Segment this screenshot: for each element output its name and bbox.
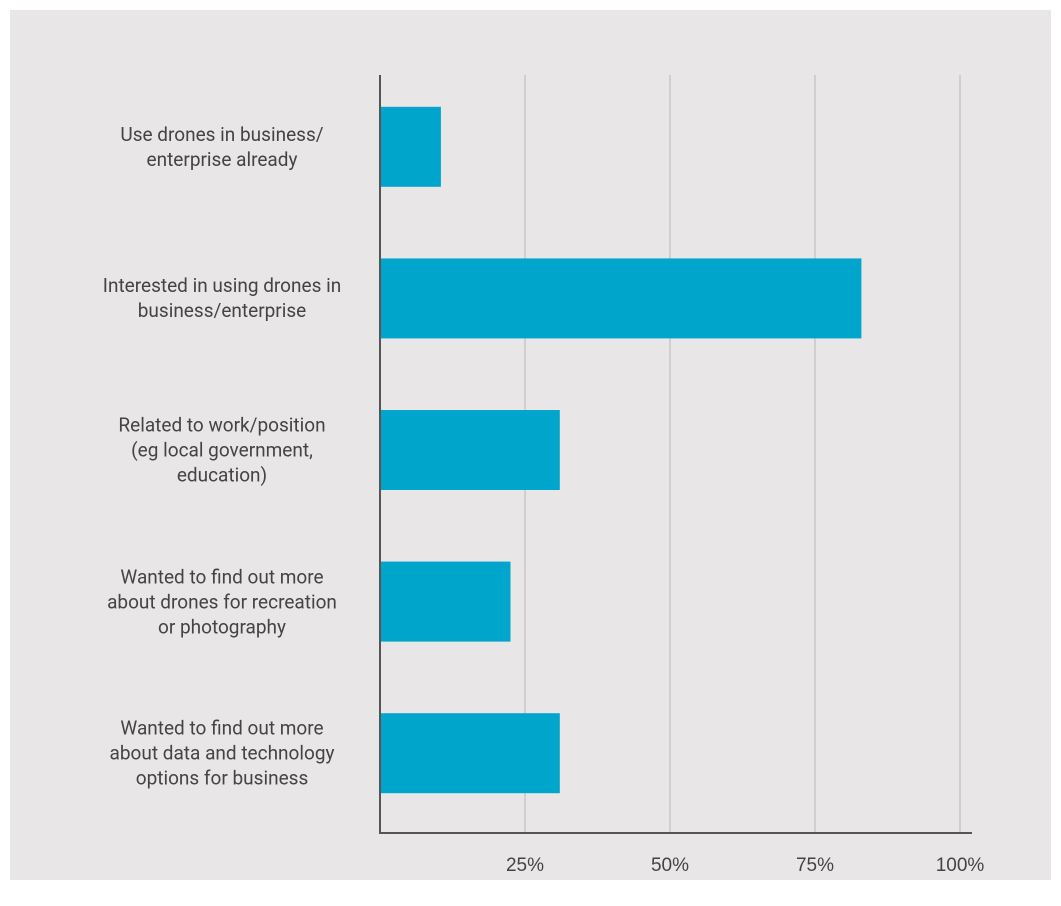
- x-tick-label: 100%: [936, 855, 985, 876]
- bar: [380, 713, 560, 794]
- x-tick-label: 75%: [796, 855, 834, 876]
- y-tick-label: Wanted to find out more about data and t…: [109, 716, 335, 790]
- y-tick-label: Related to work/position (eg local gover…: [118, 413, 326, 487]
- x-tick-label: 25%: [506, 855, 544, 876]
- bar: [380, 258, 862, 339]
- y-tick-label: Wanted to find out more about drones for…: [107, 565, 337, 639]
- y-tick-label: Use drones in business/ enterprise alrea…: [120, 122, 324, 171]
- bar: [380, 106, 441, 187]
- x-tick-label: 50%: [651, 855, 689, 876]
- bar: [380, 410, 560, 490]
- y-tick-label: Interested in using drones in business/e…: [102, 274, 342, 323]
- bar: [380, 561, 511, 642]
